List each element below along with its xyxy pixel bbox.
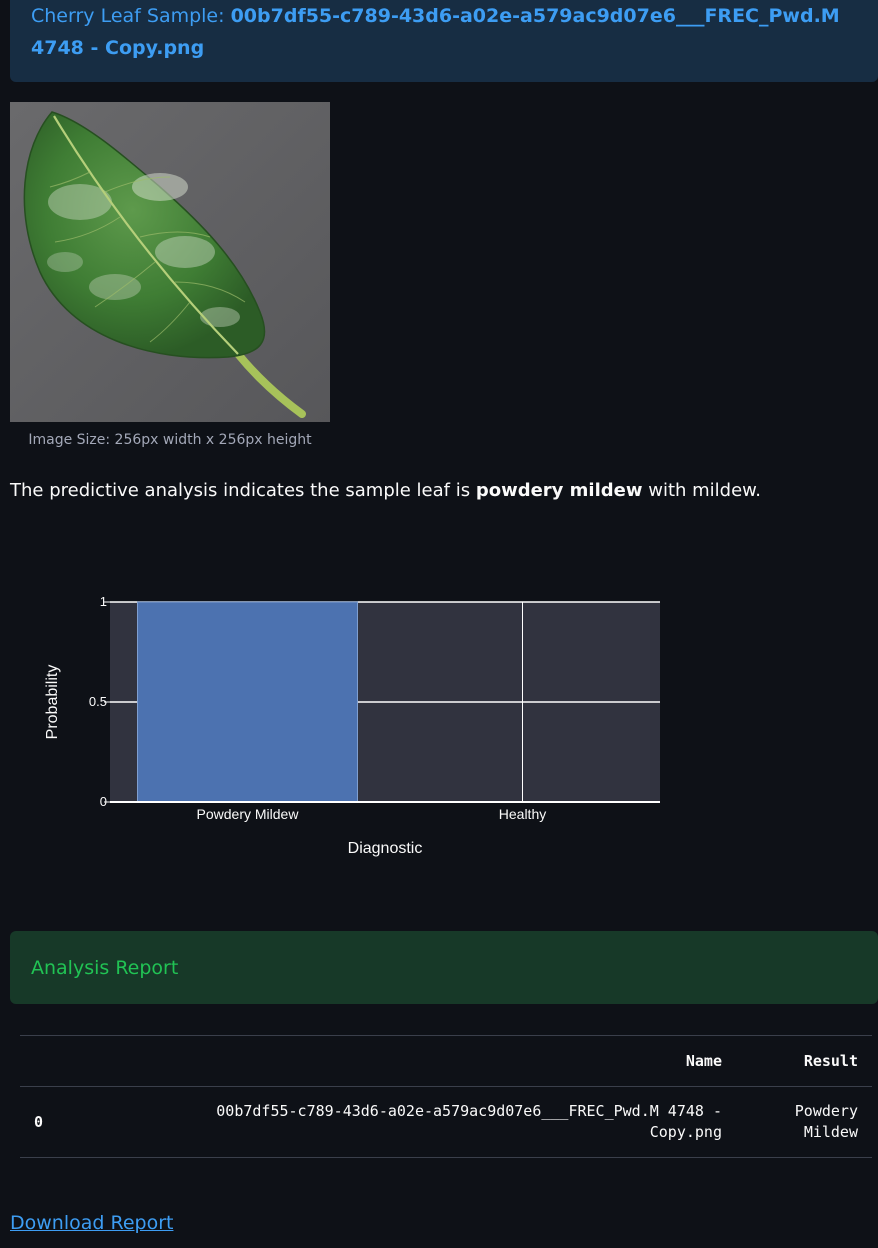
probability-chart: 0 0.5 1 Powdery Mildew Healthy Diagnostic Prob… [44, 594, 660, 857]
prediction-result: powdery mildew [475, 480, 643, 501]
x-tick-label: Powdery Mildew [197, 806, 300, 822]
y-tick-label: 0 [100, 794, 107, 809]
prediction-prefix: The predictive analysis indicates the sa… [10, 480, 476, 501]
row-result-text: Powdery Mildew [794, 1102, 858, 1141]
row-name: 00b7df55-c789-43d6-a02e-a579ac9d07e6___F… [148, 1086, 736, 1158]
image-caption: Image Size: 256px width x 256px height [28, 432, 312, 448]
row-result: Powdery Mildew [736, 1086, 872, 1158]
x-tick-label: Healthy [499, 806, 546, 822]
info-banner: Cherry Leaf Sample: 00b7df55-c789-43d6-a… [10, 0, 878, 82]
report-table: Name Result 0 00b7df55-c789-43d6-a02e-a5… [20, 1035, 872, 1158]
row-index: 0 [20, 1086, 148, 1158]
table-header-name: Name [148, 1035, 736, 1087]
prediction-suffix: with mildew. [642, 480, 761, 501]
success-banner: Analysis Report [10, 931, 878, 1004]
sample-title-prefix: Cherry Leaf Sample: [31, 5, 231, 27]
analysis-report-heading: Analysis Report [31, 956, 179, 979]
table-header-result: Result [736, 1035, 872, 1087]
table-header-index [20, 1035, 148, 1087]
table-row: 0 00b7df55-c789-43d6-a02e-a579ac9d07e6__… [20, 1086, 872, 1158]
leaf-image [10, 102, 330, 422]
sample-filename: 00b7df55-c789-43d6-a02e-a579ac9d07e6___F… [31, 5, 840, 59]
row-name-text: 00b7df55-c789-43d6-a02e-a579ac9d07e6___F… [216, 1102, 722, 1141]
y-axis-title: Probability [44, 665, 61, 740]
y-tick-label: 0.5 [89, 694, 107, 709]
x-axis-title: Diagnostic [348, 840, 423, 857]
table-header-row: Name Result [20, 1035, 872, 1087]
bar-powdery-mildew [137, 601, 358, 803]
y-tick-label: 1 [100, 594, 107, 609]
download-report-link[interactable]: Download Report [10, 1212, 174, 1234]
prediction-text: The predictive analysis indicates the sa… [10, 478, 761, 504]
sample-title: Cherry Leaf Sample: 00b7df55-c789-43d6-a… [31, 0, 857, 64]
